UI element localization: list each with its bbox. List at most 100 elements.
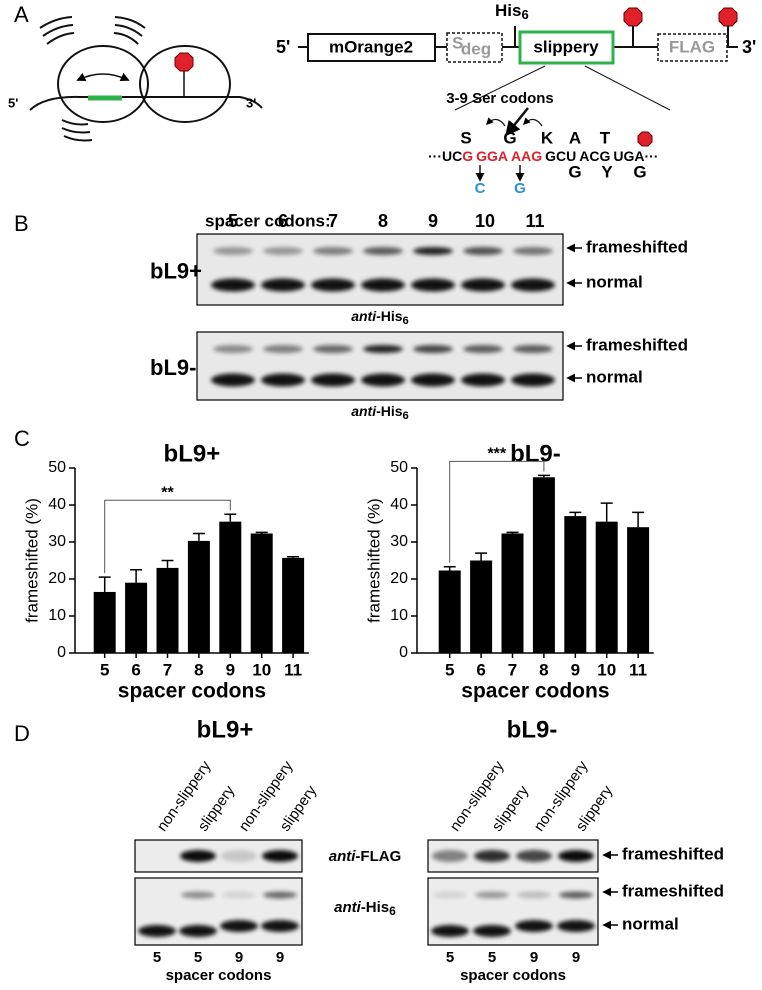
mutation: C (475, 180, 486, 197)
group-title: bL9+ (197, 716, 254, 743)
spacer: 10 (475, 211, 495, 231)
bar (501, 533, 524, 653)
blot-band (138, 925, 176, 937)
blot-band (513, 247, 553, 255)
lane-label: slippery (573, 782, 617, 834)
lane-spacer: 5 (194, 949, 202, 966)
blot-band (261, 278, 305, 292)
sequence: ···UCG GGA AAG GCU ACG UGA··· (428, 148, 658, 164)
x-tick-label: 11 (629, 660, 647, 679)
lane-spacer: 5 (446, 949, 454, 966)
x-tick-label: 8 (539, 660, 548, 679)
lane-spacer: 9 (530, 949, 538, 966)
x-tick-label: 7 (508, 660, 517, 679)
alternative: Y (601, 162, 613, 181)
spacer: 8 (378, 211, 388, 231)
significance-bracket (104, 499, 231, 574)
bar (219, 521, 242, 653)
y-tick-label: 20 (48, 570, 66, 587)
blot-band (221, 850, 257, 862)
error-bar (537, 474, 550, 478)
blot-band (517, 891, 551, 899)
antibody-prefix: anti (351, 403, 377, 419)
band-label: normal (586, 367, 643, 386)
x-tick-label: 11 (284, 660, 302, 679)
lane-label: slippery (489, 782, 533, 834)
blot-band (433, 891, 467, 899)
blot-band (263, 247, 303, 255)
blot-band (263, 345, 303, 353)
antibody-name: -FLAG (355, 848, 401, 865)
y-tick-label: 10 (48, 607, 66, 624)
spacer: 5 (228, 211, 238, 231)
spacer: 6 (278, 211, 288, 231)
error-bar (130, 569, 143, 583)
amino-acid: S (460, 128, 471, 147)
band-label: normal (586, 272, 643, 291)
antibody-prefix: anti (329, 848, 357, 865)
amino-acid: T (600, 128, 611, 147)
bar (595, 521, 618, 653)
error-bar (443, 566, 456, 571)
mutation: G (514, 180, 526, 197)
blot-band (261, 373, 305, 387)
codon: ···UC (428, 148, 462, 164)
blot-name: bL9+ (150, 258, 202, 283)
five-prime: 5' (8, 95, 18, 110)
blot-band (363, 345, 403, 353)
five-prime: 5' (276, 37, 290, 57)
panel-label: A (14, 2, 29, 27)
y-tick-label: 50 (48, 459, 66, 476)
blot-band (181, 891, 215, 899)
blot-band (263, 891, 297, 899)
alternative: G (568, 162, 581, 181)
blot-band (557, 920, 595, 932)
significance-bracket (449, 460, 545, 563)
panel-label: D (14, 721, 30, 746)
blot-band (559, 891, 593, 899)
blot-band (313, 345, 353, 353)
element-label: FLAG (669, 37, 715, 56)
error-bar (255, 531, 268, 534)
blot-band (411, 373, 455, 387)
his-subscript: 6 (521, 7, 528, 22)
lane-spacer: 5 (488, 949, 496, 966)
codon: GGA (476, 148, 508, 164)
bar (156, 567, 179, 653)
spacer: 9 (428, 211, 438, 231)
significance-label: *** (487, 446, 506, 463)
lane-spacer: 5 (153, 949, 161, 966)
bar (282, 557, 305, 653)
blot-band (473, 925, 511, 937)
x-axis-label: spacer codons (461, 680, 609, 703)
amino-acid: G (503, 128, 516, 147)
lane-spacer: 9 (572, 949, 580, 966)
blot-band (461, 373, 505, 387)
lane-spacer: 9 (235, 949, 243, 966)
y-axis-label: frameshifted (%) (22, 498, 41, 623)
blot-band (432, 850, 468, 862)
x-tick-label: 10 (597, 660, 616, 679)
band-label: frameshifted (586, 237, 688, 256)
blot-band (261, 920, 299, 932)
error-bar (600, 502, 613, 522)
blot-band (211, 373, 255, 387)
blot-band (511, 373, 555, 387)
his-label: His6 (495, 1, 529, 22)
band-label: normal (622, 914, 679, 933)
blot-band (180, 850, 216, 862)
three-prime: 3' (742, 37, 756, 57)
antibody-subscript: 6 (389, 904, 396, 918)
blot-band (413, 345, 453, 353)
y-tick-label: 40 (48, 496, 66, 513)
x-tick-label: 5 (445, 660, 454, 679)
x-tick-label: 6 (476, 660, 485, 679)
blot-band (515, 920, 553, 932)
three-prime: 3' (246, 95, 256, 110)
construct (298, 24, 738, 182)
blot-band (313, 247, 353, 255)
blot-band (213, 247, 253, 255)
blot-band (431, 925, 469, 937)
x-tick-label: 9 (571, 660, 580, 679)
blot-band (511, 278, 555, 292)
